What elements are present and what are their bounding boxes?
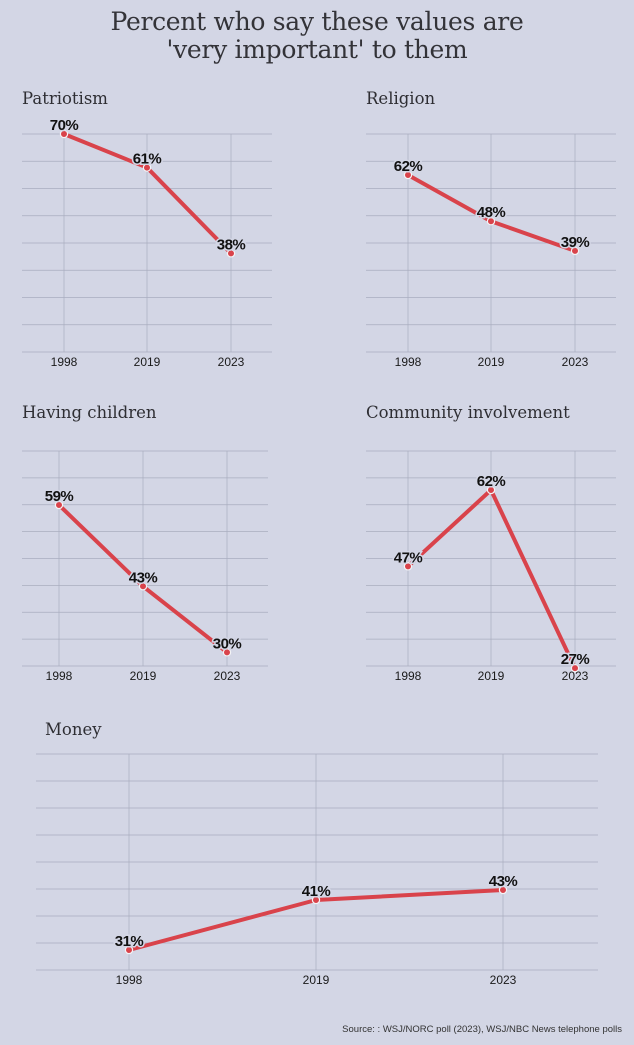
x-tick-label: 1998 bbox=[116, 973, 143, 987]
title-line-2: 'very important' to them bbox=[166, 35, 468, 64]
chart-panel: Patriotism 1998 2019 2023 70% 61% 38% bbox=[22, 89, 272, 369]
x-tick-label: 2023 bbox=[562, 355, 589, 369]
data-point bbox=[226, 249, 236, 258]
data-label: 39% bbox=[561, 234, 590, 251]
data-point bbox=[138, 582, 148, 591]
chart-panel: Money 1998 2019 2023 31% 41% 43% bbox=[36, 720, 598, 987]
x-tick-label: 1998 bbox=[46, 669, 73, 683]
x-tick-label: 2019 bbox=[478, 355, 505, 369]
data-point bbox=[142, 163, 152, 172]
title-line-1: Percent who say these values are bbox=[110, 7, 524, 36]
data-label: 31% bbox=[115, 933, 144, 950]
x-tick-label: 2023 bbox=[562, 669, 589, 683]
x-tick-label: 1998 bbox=[395, 355, 422, 369]
source-note: Source: : WSJ/NORC poll (2023), WSJ/NBC … bbox=[342, 1024, 622, 1035]
data-label: 62% bbox=[394, 158, 423, 175]
data-point bbox=[222, 648, 232, 657]
data-point bbox=[59, 129, 69, 139]
data-point bbox=[570, 246, 580, 256]
data-point bbox=[486, 216, 496, 226]
data-label: 27% bbox=[561, 651, 590, 668]
x-tick-label: 1998 bbox=[395, 669, 422, 683]
data-point bbox=[54, 500, 64, 510]
chart-title: Having children bbox=[22, 403, 157, 422]
chart-panel: Community involvement 1998 2019 2023 47% 62% 2… bbox=[366, 403, 616, 683]
data-point bbox=[403, 170, 413, 180]
chart-title: Community involvement bbox=[366, 403, 570, 422]
x-tick-label: 2019 bbox=[134, 355, 161, 369]
x-tick-label: 2019 bbox=[130, 669, 157, 683]
x-tick-label: 2019 bbox=[478, 669, 505, 683]
data-label: 43% bbox=[489, 873, 518, 890]
data-label: 48% bbox=[477, 204, 506, 221]
x-tick-label: 2023 bbox=[214, 669, 241, 683]
x-tick-label: 2023 bbox=[490, 973, 517, 987]
data-label: 38% bbox=[217, 236, 246, 253]
data-label: 59% bbox=[45, 488, 74, 505]
data-label: 62% bbox=[477, 473, 506, 490]
data-label: 70% bbox=[50, 117, 79, 134]
series-line bbox=[406, 488, 577, 671]
data-label: 30% bbox=[213, 635, 242, 652]
chart-title: Patriotism bbox=[22, 89, 108, 108]
x-tick-label: 1998 bbox=[51, 355, 78, 369]
page-title: Percent who say these values are 'very i… bbox=[0, 8, 634, 64]
data-point bbox=[570, 663, 580, 673]
x-tick-label: 2019 bbox=[303, 973, 330, 987]
data-point bbox=[124, 945, 134, 955]
chart-title: Money bbox=[45, 720, 102, 739]
data-point bbox=[486, 485, 496, 495]
chart-panel: Having children 1998 2019 2023 59% 43% 30% bbox=[22, 403, 268, 683]
data-point bbox=[311, 895, 321, 905]
data-label: 61% bbox=[133, 151, 162, 168]
chart-title: Religion bbox=[366, 89, 436, 108]
data-point bbox=[403, 562, 413, 571]
chart-panel: Religion 1998 2019 2023 62% 48% 39% bbox=[366, 89, 616, 369]
data-label: 47% bbox=[394, 549, 423, 566]
x-tick-label: 2023 bbox=[218, 355, 245, 369]
data-label: 43% bbox=[129, 569, 158, 586]
data-label: 41% bbox=[302, 883, 331, 900]
data-point bbox=[498, 885, 508, 895]
